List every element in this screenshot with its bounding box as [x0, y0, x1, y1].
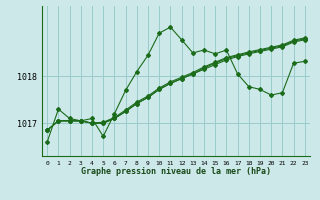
X-axis label: Graphe pression niveau de la mer (hPa): Graphe pression niveau de la mer (hPa)	[81, 167, 271, 176]
